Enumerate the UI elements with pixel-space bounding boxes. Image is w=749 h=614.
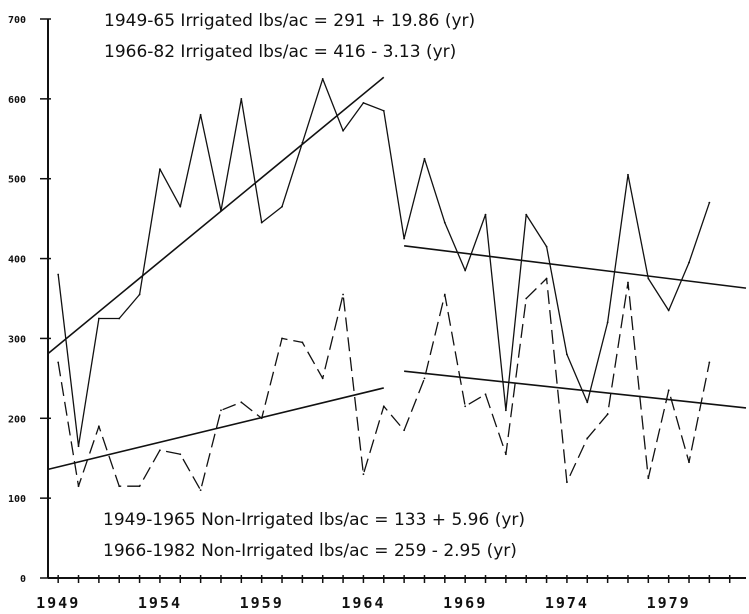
data-point-solid xyxy=(423,157,426,160)
data-point-dashed xyxy=(403,429,406,432)
data-point-solid xyxy=(647,277,650,280)
data-point-solid xyxy=(708,201,711,204)
data-point-solid xyxy=(566,353,568,356)
data-point-solid xyxy=(667,309,670,312)
data-point-solid xyxy=(484,213,487,216)
data-point-dashed xyxy=(220,409,222,412)
data-point-dashed xyxy=(464,405,467,408)
trend-line-4 xyxy=(404,370,747,409)
x-tick-label: 1954 xyxy=(138,594,182,612)
data-point-dashed xyxy=(260,417,263,420)
y-tick-label: 500 xyxy=(8,175,26,186)
annotation-nonirrigated-1966: 1966-1982 Non-Irrigated lbs/ac = 259 - 2… xyxy=(103,541,517,561)
trend-lines xyxy=(47,76,747,471)
data-point-dashed xyxy=(77,485,80,488)
data-point-solid xyxy=(464,269,467,272)
data-point-dashed xyxy=(159,449,161,452)
annotations: 1949-65 Irrigated lbs/ac = 291 + 19.86 (… xyxy=(103,11,525,561)
data-point-solid xyxy=(77,445,80,448)
data-point-dashed xyxy=(667,389,670,392)
y-tick-label: 700 xyxy=(8,15,26,26)
x-tick-label: 1974 xyxy=(545,594,589,612)
data-point-solid xyxy=(586,401,589,404)
data-point-dashed xyxy=(504,453,507,456)
data-point-dashed xyxy=(627,281,629,284)
data-point-dashed xyxy=(525,297,528,300)
data-point-dashed xyxy=(342,293,344,296)
data-point-dashed xyxy=(647,477,650,480)
data-point-dashed xyxy=(301,341,304,344)
data-point-solid xyxy=(118,317,121,320)
data-point-dashed xyxy=(362,473,365,476)
data-point-solid xyxy=(321,77,324,80)
data-point-dashed xyxy=(586,437,589,440)
x-tick-label: 1959 xyxy=(240,594,284,612)
data-point-dashed xyxy=(423,377,426,380)
data-point-dashed xyxy=(118,485,121,488)
data-point-solid xyxy=(606,321,609,324)
annotation-irrigated-1966: 1966-82 Irrigated lbs/ac = 416 - 3.13 (y… xyxy=(104,42,456,62)
y-tick-label: 100 xyxy=(8,494,26,505)
data-point-dashed xyxy=(97,425,100,428)
data-point-solid xyxy=(688,261,690,264)
data-point-solid xyxy=(342,129,344,132)
axes xyxy=(40,18,746,583)
data-point-solid xyxy=(301,141,304,144)
data-point-dashed xyxy=(281,337,283,340)
y-tick-label: 400 xyxy=(8,255,26,266)
data-point-solid xyxy=(159,168,161,171)
y-tick-label: 300 xyxy=(8,334,26,345)
series-line-solid xyxy=(57,78,711,447)
data-point-solid xyxy=(362,101,365,104)
x-tick-label: 1949 xyxy=(36,594,80,612)
data-point-dashed xyxy=(688,461,690,464)
data-point-solid xyxy=(403,237,406,240)
data-point-solid xyxy=(545,245,548,248)
data-point-solid xyxy=(138,293,141,296)
data-point-dashed xyxy=(138,485,141,488)
data-point-dashed xyxy=(321,377,324,380)
data-point-dashed xyxy=(606,413,609,416)
tick-labels: 0 100 200 300 400 500 600 700 1949 1954 1959 1964 19… xyxy=(8,15,691,612)
data-point-solid xyxy=(220,209,222,212)
data-point-solid xyxy=(443,221,446,224)
data-point-dashed xyxy=(57,361,60,364)
annotation-nonirrigated-1949: 1949-1965 Non-Irrigated lbs/ac = 133 + 5… xyxy=(103,510,525,530)
data-point-dashed xyxy=(708,361,711,364)
y-tick-label: 600 xyxy=(8,95,26,106)
data-series xyxy=(57,77,711,492)
data-point-dashed xyxy=(199,489,202,492)
trend-line-3 xyxy=(47,387,384,471)
data-point-solid xyxy=(240,97,243,100)
data-point-solid xyxy=(525,213,528,216)
trend-line-2 xyxy=(404,245,747,289)
data-point-dashed xyxy=(240,401,243,404)
data-point-dashed xyxy=(443,293,446,296)
data-point-dashed xyxy=(382,405,385,408)
data-point-solid xyxy=(57,273,60,276)
data-point-dashed xyxy=(545,277,548,280)
x-tick-label: 1964 xyxy=(341,594,385,612)
data-point-dashed xyxy=(179,453,182,456)
data-point-solid xyxy=(504,409,507,412)
x-tick-label: 1969 xyxy=(443,594,487,612)
data-point-solid xyxy=(199,113,202,116)
data-point-solid xyxy=(97,317,100,320)
y-tick-label: 0 xyxy=(20,574,26,585)
data-point-solid xyxy=(382,109,385,112)
x-tick-label: 1979 xyxy=(647,594,691,612)
series-line-dashed xyxy=(57,277,711,491)
trend-line-1 xyxy=(47,76,385,355)
data-point-dashed xyxy=(566,481,568,484)
data-point-solid xyxy=(627,173,629,176)
data-point-solid xyxy=(281,205,283,208)
data-point-solid xyxy=(179,205,182,208)
data-point-solid xyxy=(260,221,263,224)
annotation-irrigated-1949: 1949-65 Irrigated lbs/ac = 291 + 19.86 (… xyxy=(104,11,475,31)
data-point-dashed xyxy=(484,393,487,396)
y-tick-label: 200 xyxy=(8,414,26,425)
